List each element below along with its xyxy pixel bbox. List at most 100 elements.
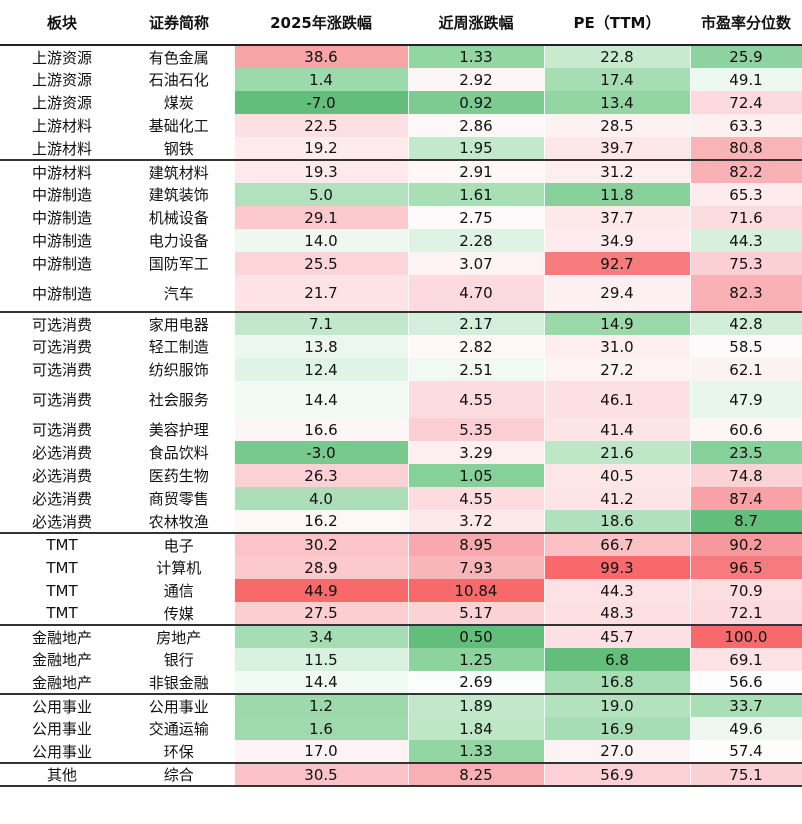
cell-sector: 中游制造 (31, 255, 92, 273)
table-body: 上游资源 有色金属 38.6 1.33 22.8 25.9 上游资源 石油石化 1.4 2.92 1… (0, 45, 802, 787)
cell-name: 钢铁 (163, 139, 194, 158)
cell-pe-ttm: 34.9 (543, 229, 691, 252)
table-row: 可选消费 轻工制造 13.8 2.82 31.0 58.5 (0, 335, 802, 358)
cell-week-change: 1.89 (407, 693, 545, 717)
cell-name: 石油石化 (148, 71, 209, 89)
cell-week-change: 5.17 (407, 602, 545, 625)
cell-sector: 可选消费 (0, 311, 124, 335)
header-name: 证券简称 (124, 0, 234, 46)
cell-pe-ttm: 18.6 (543, 510, 691, 533)
cell-ytd-change: -3.0 (233, 441, 409, 464)
cell-pe-percentile: 75.3 (689, 252, 802, 275)
cell-ytd-change: 17.0 (233, 740, 409, 763)
header-ytd-change: 2025年涨跌幅 (234, 0, 408, 46)
cell-name: 机械设备 (148, 209, 209, 227)
cell-pe-percentile: 90.2 (689, 532, 802, 556)
cell-name: 交通运输 (148, 720, 209, 738)
cell-name: 非银金融 (148, 673, 209, 692)
cell-sector: 其他 (0, 762, 124, 787)
cell-ytd-change: -7.0 (233, 91, 409, 114)
cell-ytd-change: 44.9 (233, 579, 409, 602)
cell-ytd-change: 25.5 (233, 252, 409, 275)
cell-pe-ttm: 66.7 (543, 532, 691, 556)
cell-sector: 中游材料 (0, 159, 124, 183)
cell-pe-percentile: 69.1 (689, 648, 802, 671)
cell-pe-percentile: 75.1 (689, 762, 802, 787)
cell-pe-percentile: 44.3 (689, 229, 802, 252)
cell-pe-percentile: 47.9 (689, 381, 802, 418)
cell-pe-percentile: 87.4 (689, 487, 802, 510)
cell-week-change: 10.84 (407, 579, 545, 602)
cell-pe-percentile: 80.8 (689, 137, 802, 160)
cell-week-change: 4.70 (407, 275, 545, 312)
cell-pe-ttm: 13.4 (543, 91, 691, 114)
cell-name: 商贸零售 (148, 490, 209, 508)
cell-name: 传媒 (163, 604, 194, 623)
cell-ytd-change: 4.0 (233, 487, 409, 510)
cell-pe-ttm: 14.9 (543, 311, 691, 335)
cell-pe-percentile: 60.6 (689, 418, 802, 441)
cell-week-change: 3.07 (407, 252, 545, 275)
cell-name: 有色金属 (148, 48, 209, 67)
table-row: 可选消费 家用电器 7.1 2.17 14.9 42.8 (0, 311, 802, 335)
cell-name: 建筑装饰 (148, 186, 209, 204)
cell-week-change: 3.72 (407, 510, 545, 533)
cell-sector: 上游资源 (31, 71, 92, 89)
cell-sector: 必选消费 (31, 467, 92, 485)
cell-pe-percentile: 58.5 (689, 335, 802, 358)
table-row: 金融地产 银行 11.5 1.25 6.8 69.1 (0, 648, 802, 671)
cell-sector: 中游制造 (31, 186, 92, 204)
cell-sector: 公用事业 (0, 693, 124, 717)
cell-name: 银行 (163, 651, 194, 669)
cell-pe-ttm: 40.5 (543, 464, 691, 487)
cell-ytd-change: 30.2 (233, 532, 409, 556)
cell-sector: 必选消费 (31, 490, 92, 508)
table-row: TMT 通信 44.9 10.84 44.3 70.9 (0, 579, 802, 602)
cell-pe-ttm: 99.3 (543, 556, 691, 579)
cell-week-change: 7.93 (407, 556, 545, 579)
cell-name: 环保 (163, 742, 194, 761)
cell-name: 社会服务 (148, 391, 209, 409)
cell-pe-ttm: 48.3 (543, 602, 691, 625)
table-row: 金融地产 非银金融 14.4 2.69 16.8 56.6 (0, 671, 802, 694)
cell-name: 基础化工 (148, 117, 209, 135)
cell-pe-ttm: 46.1 (543, 381, 691, 418)
cell-pe-ttm: 19.0 (543, 693, 691, 717)
cell-week-change: 2.51 (407, 358, 545, 381)
cell-ytd-change: 13.8 (233, 335, 409, 358)
cell-week-change: 1.61 (407, 183, 545, 206)
cell-ytd-change: 16.6 (233, 418, 409, 441)
table-row: 必选消费 食品饮料 -3.0 3.29 21.6 23.5 (0, 441, 802, 464)
table-row: TMT 计算机 28.9 7.93 99.3 96.5 (0, 556, 802, 579)
cell-sector: 上游资源 (31, 48, 92, 67)
cell-sector: TMT (46, 604, 78, 622)
cell-ytd-change: 1.6 (233, 717, 409, 740)
cell-sector: 可选消费 (31, 391, 92, 409)
table-row: 上游资源 石油石化 1.4 2.92 17.4 49.1 (0, 68, 802, 91)
cell-ytd-change: 5.0 (233, 183, 409, 206)
cell-name: 房地产 (124, 624, 234, 648)
cell-pe-ttm: 16.8 (543, 671, 691, 694)
cell-name: 农林牧渔 (148, 512, 209, 531)
cell-name: 通信 (163, 582, 194, 600)
cell-pe-ttm: 31.0 (543, 335, 691, 358)
table-row: 上游资源 有色金属 38.6 1.33 22.8 25.9 (0, 45, 802, 68)
table-row: 上游材料 基础化工 22.5 2.86 28.5 63.3 (0, 114, 802, 137)
cell-week-change: 8.25 (407, 762, 545, 787)
cell-pe-ttm: 37.7 (543, 206, 691, 229)
table-row: 可选消费 纺织服饰 12.4 2.51 27.2 62.1 (0, 358, 802, 381)
cell-pe-ttm: 17.4 (543, 68, 691, 91)
table-row: 必选消费 农林牧渔 16.2 3.72 18.6 8.7 (0, 510, 802, 533)
cell-week-change: 2.86 (407, 114, 545, 137)
table-row: 必选消费 医药生物 26.3 1.05 40.5 74.8 (0, 464, 802, 487)
cell-week-change: 1.33 (407, 740, 545, 763)
cell-week-change: 2.92 (407, 68, 545, 91)
cell-sector: TMT (0, 532, 124, 556)
cell-pe-ttm: 21.6 (543, 441, 691, 464)
table-row: 上游资源 煤炭 -7.0 0.92 13.4 72.4 (0, 91, 802, 114)
cell-sector: 可选消费 (31, 338, 92, 356)
cell-sector: 金融地产 (31, 673, 92, 692)
cell-week-change: 2.69 (407, 671, 545, 694)
cell-ytd-change: 29.1 (233, 206, 409, 229)
cell-sector: 中游制造 (31, 209, 92, 227)
